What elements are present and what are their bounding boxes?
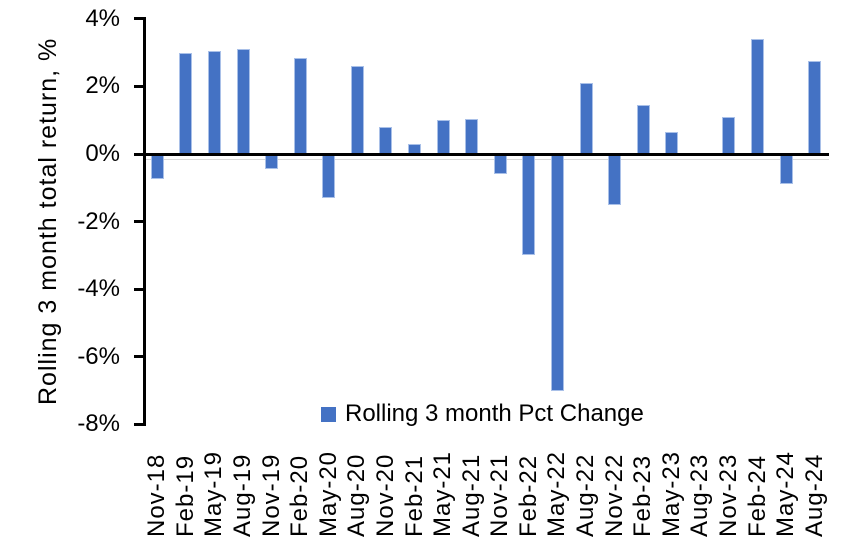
bar-feb-23 [636, 104, 650, 154]
bar-nov-20 [379, 126, 393, 154]
bar-may-23 [665, 132, 679, 154]
y-tick-mark [134, 220, 146, 224]
bar-nov-19 [265, 154, 279, 170]
y-tick-label: -4% [77, 275, 120, 303]
x-tick-label: Feb-20 [286, 454, 314, 537]
x-tick-label: Aug-21 [457, 453, 485, 537]
bar-feb-24 [751, 39, 765, 154]
category-axis-line [143, 159, 829, 160]
bar-feb-22 [522, 154, 536, 256]
bar-feb-19 [179, 52, 193, 154]
legend-swatch-icon [321, 406, 336, 422]
y-tick-label: -6% [77, 342, 120, 370]
bar-may-21 [436, 120, 450, 154]
x-tick-label: Feb-22 [514, 454, 542, 537]
y-tick-label: 0% [85, 140, 120, 167]
x-tick-label: Nov-23 [714, 453, 742, 537]
y-tick-mark [134, 355, 146, 359]
bar-nov-18 [150, 154, 164, 180]
x-tick-label: Nov-20 [371, 453, 399, 537]
bar-may-24 [779, 154, 793, 185]
x-tick-label: Aug-19 [229, 453, 257, 537]
bar-aug-21 [465, 118, 479, 154]
legend: Rolling 3 month Pct Change [321, 400, 644, 428]
x-tick-label: May-23 [657, 450, 685, 537]
y-tick-mark [134, 287, 146, 291]
bar-may-22 [550, 154, 564, 391]
bar-nov-21 [493, 154, 507, 175]
x-tick-label: Nov-22 [600, 453, 628, 537]
x-tick-label: Aug-23 [686, 453, 714, 537]
x-tick-label: Feb-21 [400, 454, 428, 537]
bar-feb-20 [293, 57, 307, 154]
bar-aug-19 [236, 49, 250, 154]
y-tick-label: 4% [85, 4, 120, 32]
bar-may-19 [207, 50, 221, 154]
zero-axis-line [143, 152, 829, 156]
x-tick-label: Nov-19 [257, 453, 285, 537]
x-tick-label: Aug-20 [343, 453, 371, 537]
bar-nov-23 [722, 116, 736, 154]
y-tick-label: -8% [77, 410, 120, 438]
x-tick-label: Feb-24 [743, 454, 771, 537]
x-tick-label: Feb-23 [629, 454, 657, 537]
y-tick-mark [134, 84, 146, 88]
bar-aug-24 [808, 61, 822, 154]
bar-aug-20 [350, 66, 364, 154]
y-tick-mark [134, 17, 146, 21]
y-tick-label: -2% [77, 207, 120, 235]
bar-nov-22 [608, 154, 622, 205]
y-tick-label: 2% [85, 72, 120, 100]
x-tick-label: Aug-24 [800, 453, 828, 537]
y-tick-mark [134, 422, 146, 426]
y-tick-mark [134, 152, 146, 156]
x-tick-label: May-24 [772, 450, 800, 537]
x-tick-label: May-19 [200, 450, 228, 537]
bar-may-20 [322, 154, 336, 198]
bar-aug-22 [579, 83, 593, 154]
x-tick-label: May-22 [543, 450, 571, 537]
x-tick-label: May-20 [314, 450, 342, 537]
x-tick-label: Aug-22 [572, 453, 600, 537]
x-tick-label: Nov-21 [486, 453, 514, 537]
legend-label: Rolling 3 month Pct Change [345, 400, 644, 427]
x-tick-label: May-21 [429, 450, 457, 537]
x-tick-label: Nov-18 [143, 453, 171, 537]
x-tick-label: Feb-19 [171, 454, 199, 537]
